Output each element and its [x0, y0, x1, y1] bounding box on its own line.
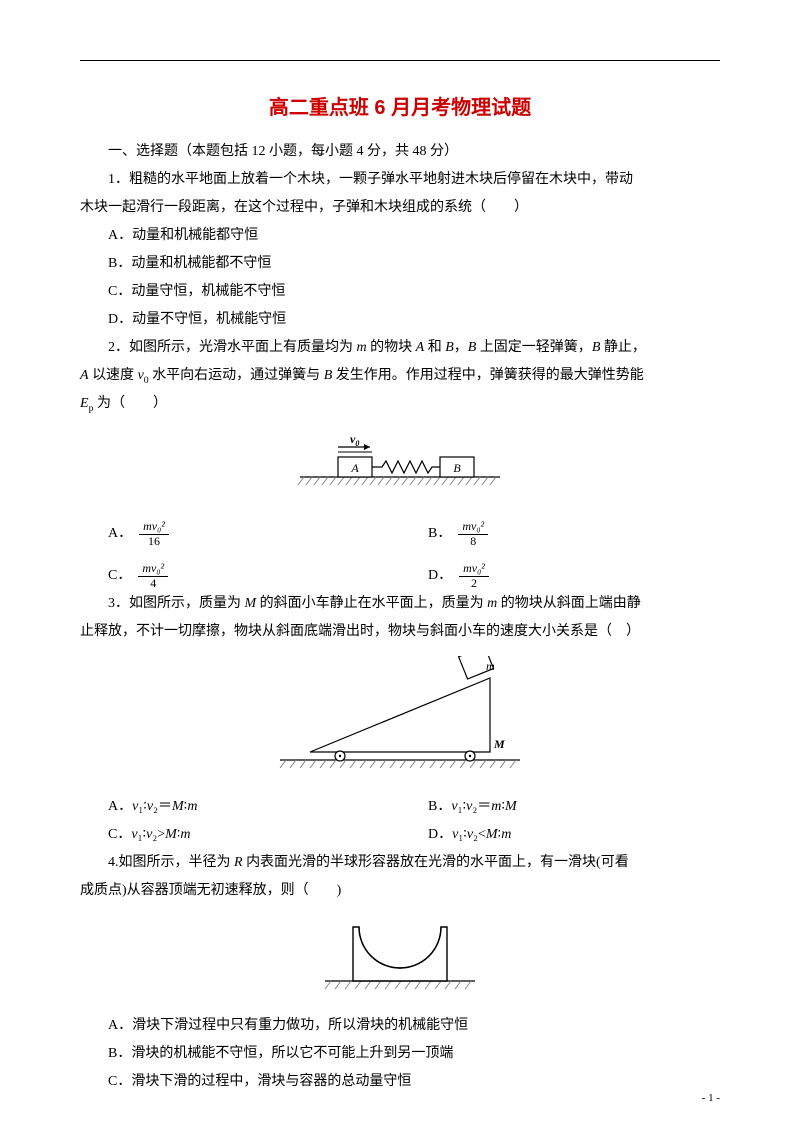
page: 高二重点班 6 月月考物理试题 一、选择题（本题包括 12 小题，每小题 4 分… — [0, 0, 800, 1132]
q2-opt-b: B． mv₀²8 — [400, 506, 720, 548]
q4-line2: 成质点)从容器顶端无初速释放，则（ ) — [80, 877, 720, 905]
svg-text:v0: v0 — [350, 432, 359, 448]
q2-options-row1: A． mv₀²16 B． mv₀²8 — [80, 506, 720, 548]
q2-opt-d: D． mv₀²2 — [400, 548, 720, 590]
q2-line3: Ep 为（ ） — [80, 390, 720, 418]
body: 一、选择题（本题包括 12 小题，每小题 4 分，共 48 分） 1．粗糙的水平… — [80, 138, 720, 1096]
q4-opt-c: C．滑块下滑的过程中，滑块与容器的总动量守恒 — [80, 1068, 720, 1096]
q2-label-B: B — [453, 461, 461, 475]
q3-figure: m M — [80, 656, 720, 787]
q1-opt-c: C．动量守恒，机械能不守恒 — [80, 278, 720, 306]
q3-line2: 止释放，不计一切摩擦，物块从斜面底端滑出时，物块与斜面小车的速度大小关系是（ ） — [80, 618, 720, 646]
q3-label-M: M — [493, 737, 505, 751]
q3-opt-d: D．v₁∶v₂<M∶m — [400, 821, 720, 849]
q3-line1: 3．如图所示，质量为 M 的斜面小车静止在水平面上，质量为 m 的物块从斜面上端… — [80, 590, 720, 618]
q2-options-row2: C． mv₀²4 D． mv₀²2 — [80, 548, 720, 590]
section-header: 一、选择题（本题包括 12 小题，每小题 4 分，共 48 分） — [80, 138, 720, 166]
q1-opt-a: A．动量和机械能都守恒 — [80, 222, 720, 250]
page-footer: - 1 - — [702, 1092, 720, 1104]
q3-options: A．v₁∶v₂＝M∶m B．v₁∶v₂＝m∶M C．v₁∶v₂>M∶m D．v₁… — [80, 793, 720, 849]
q4-opt-b: B．滑块的机械能不守恒，所以它不可能上升到另一顶端 — [80, 1040, 720, 1068]
q2-figure: A v0 B — [80, 429, 720, 500]
q4-line1: 4.如图所示，半径为 R 内表面光滑的半球形容器放在光滑的水平面上，有一滑块(可… — [80, 849, 720, 877]
q3-opt-b: B．v₁∶v₂＝m∶M — [400, 793, 720, 821]
q3-opt-c: C．v₁∶v₂>M∶m — [80, 821, 400, 849]
exam-title: 高二重点班 6 月月考物理试题 — [80, 91, 720, 120]
q1-line1: 1．粗糙的水平地面上放着一个木块，一颗子弹水平地射进木块后停留在木块中，带动 — [80, 166, 720, 194]
q3-label-m: m — [486, 659, 495, 673]
q1-opt-d: D．动量不守恒，机械能守恒 — [80, 306, 720, 334]
q4-opt-a: A．滑块下滑过程中只有重力做功，所以滑块的机械能守恒 — [80, 1012, 720, 1040]
top-rule — [80, 60, 720, 61]
q1-opt-b: B．动量和机械能都不守恒 — [80, 250, 720, 278]
q4-figure — [80, 915, 720, 1006]
q1-line2: 木块一起滑行一段距离，在这个过程中，子弹和木块组成的系统（ ） — [80, 194, 720, 222]
q2-opt-c: C． mv₀²4 — [80, 548, 400, 590]
q3-opt-a: A．v₁∶v₂＝M∶m — [80, 793, 400, 821]
q2-opt-a: A． mv₀²16 — [80, 506, 400, 548]
q2-line1: 2．如图所示，光滑水平面上有质量均为 m 的物块 A 和 B，B 上固定一轻弹簧… — [80, 334, 720, 362]
q2-label-A: A — [350, 461, 359, 475]
q2-line2: A 以速度 v0 水平向右运动，通过弹簧与 B 发生作用。作用过程中，弹簧获得的… — [80, 362, 720, 390]
